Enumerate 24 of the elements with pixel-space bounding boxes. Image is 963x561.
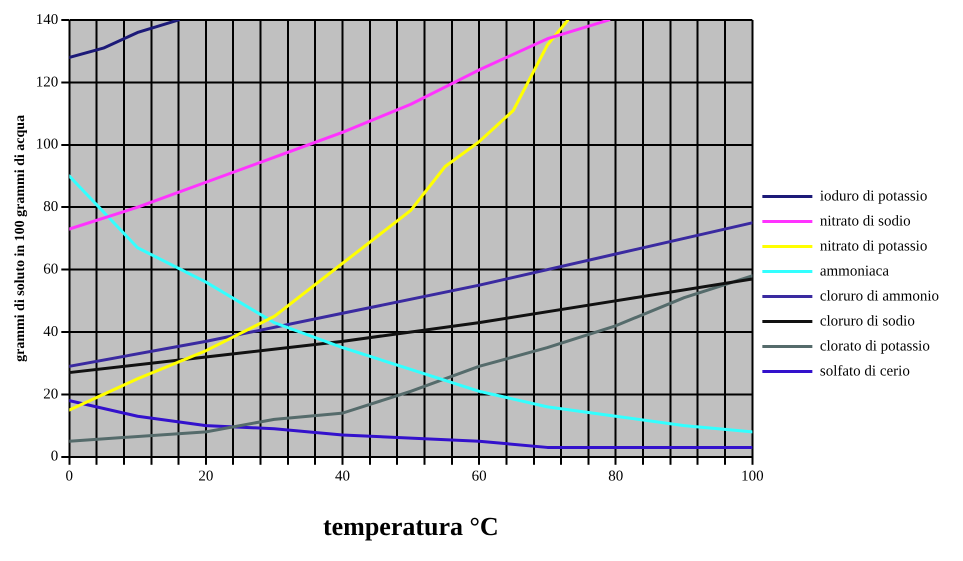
y-tick-label: 140: [36, 12, 58, 28]
legend-label: ammoniaca: [820, 263, 890, 280]
y-tick-label: 20: [43, 386, 58, 402]
legend-label: ioduro di potassio: [820, 188, 928, 204]
legend-label: cloruro di ammonio: [820, 288, 940, 304]
y-tick-label: 40: [43, 324, 58, 340]
x-tick-label: 0: [66, 468, 74, 485]
y-tick-label: 100: [36, 136, 58, 153]
x-axis-title: temperatura °C: [322, 512, 499, 542]
legend-label: clorato di potassio: [820, 338, 930, 354]
y-axis-title: grammi di soluto in 100 grammi di acqua: [13, 114, 28, 362]
y-tick-label: 80: [43, 199, 58, 216]
legend-label: cloruro di sodio: [820, 313, 915, 330]
x-tick-label: 60: [472, 468, 487, 485]
y-tick-label: 120: [36, 74, 58, 90]
x-tick-label: 80: [608, 468, 624, 485]
x-tick-label: 40: [335, 468, 350, 485]
x-tick-label: 100: [741, 468, 764, 485]
legend-label: nitrato di potassio: [820, 238, 928, 254]
y-tick-label: 0: [50, 448, 58, 465]
legend-label: nitrato di sodio: [820, 213, 911, 230]
y-tick-label: 60: [43, 262, 58, 278]
x-tick-label: 20: [198, 468, 214, 485]
legend-label: solfato di cerio: [820, 363, 910, 380]
